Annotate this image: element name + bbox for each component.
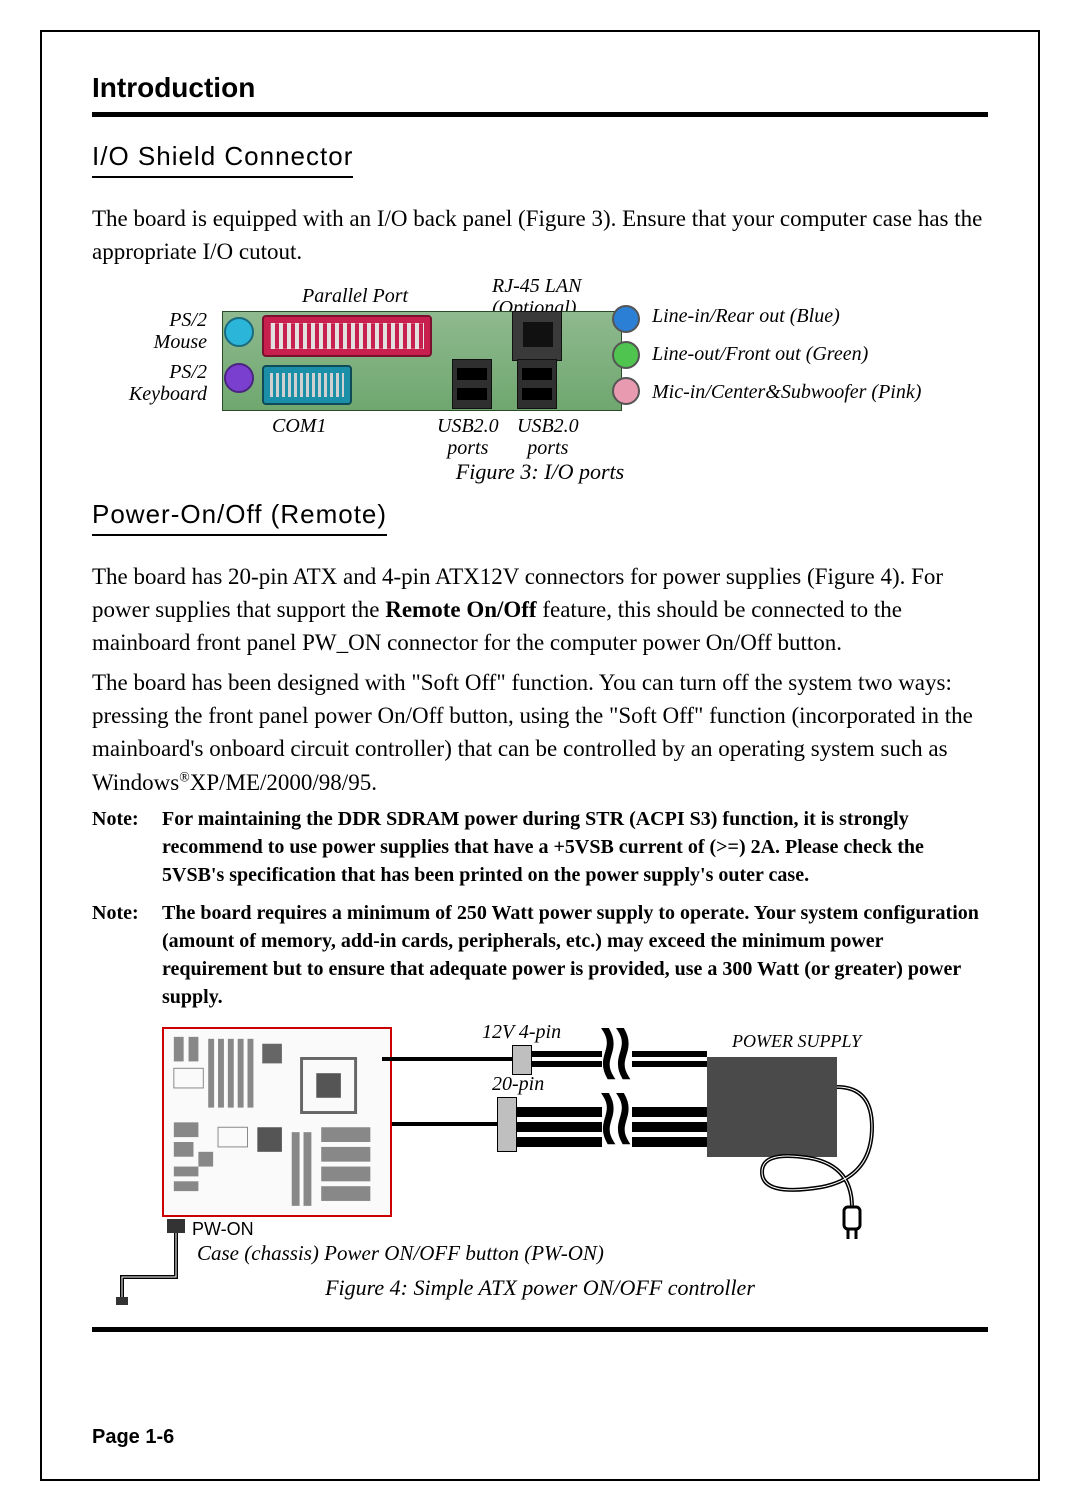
subheading-io-shield: I/O Shield Connector [92, 141, 353, 178]
note-label: Note: [92, 899, 162, 1011]
horizontal-rule-bottom [92, 1327, 988, 1332]
line-in-jack-icon [612, 305, 640, 333]
usb-block-2-icon [517, 359, 557, 409]
page-number: Page 1-6 [92, 1426, 988, 1449]
com-port-icon [262, 365, 352, 405]
label-ps2-keyboard: PS/2Keyboard [107, 361, 207, 405]
figure-3-caption: Figure 3: I/O ports [92, 459, 988, 485]
label-line-out: Line-out/Front out (Green) [652, 343, 868, 365]
note-1: Note: For maintaining the DDR SDRAM powe… [92, 805, 988, 889]
figure-3-io-ports: PS/2Mouse PS/2Keyboard Parallel Port RJ-… [92, 281, 988, 451]
subheading-power: Power-On/Off (Remote) [92, 499, 387, 536]
power-paragraph-1: The board has 20-pin ATX and 4-pin ATX12… [92, 560, 988, 660]
section-title: Introduction [92, 72, 988, 104]
power-paragraph-2: The board has been designed with "Soft O… [92, 666, 988, 799]
lan-port-icon [512, 311, 562, 361]
ps2-mouse-port-icon [224, 317, 254, 347]
parallel-port-icon [262, 315, 432, 357]
line-out-jack-icon [612, 341, 640, 369]
document-page: Introduction I/O Shield Connector The bo… [40, 30, 1040, 1481]
io-shield-paragraph: The board is equipped with an I/O back p… [92, 202, 988, 269]
label-parallel-port: Parallel Port [302, 285, 408, 307]
label-usb1: USB2.0ports [437, 415, 499, 459]
usb-block-1-icon [452, 359, 492, 409]
horizontal-rule [92, 112, 988, 117]
label-usb2: USB2.0ports [517, 415, 579, 459]
figure-4-power: PW-ON ≀ ≀ 12V 4-pin ≀ ≀ 20-pin POWER SUP… [92, 1027, 988, 1287]
label-line-in: Line-in/Rear out (Blue) [652, 305, 840, 327]
note-body: For maintaining the DDR SDRAM power duri… [162, 805, 988, 889]
note-body: The board requires a minimum of 250 Watt… [162, 899, 988, 1011]
label-com1: COM1 [272, 415, 326, 437]
note-2: Note: The board requires a minimum of 25… [92, 899, 988, 1011]
label-mic-in: Mic-in/Center&Subwoofer (Pink) [652, 381, 921, 403]
note-label: Note: [92, 805, 162, 889]
figure-4-caption: Figure 4: Simple ATX power ON/OFF contro… [92, 1275, 988, 1301]
mic-jack-icon [612, 377, 640, 405]
label-ps2-mouse: PS/2Mouse [137, 309, 207, 353]
label-case-button: Case (chassis) Power ON/OFF button (PW-O… [197, 1241, 604, 1266]
ps2-keyboard-port-icon [224, 363, 254, 393]
